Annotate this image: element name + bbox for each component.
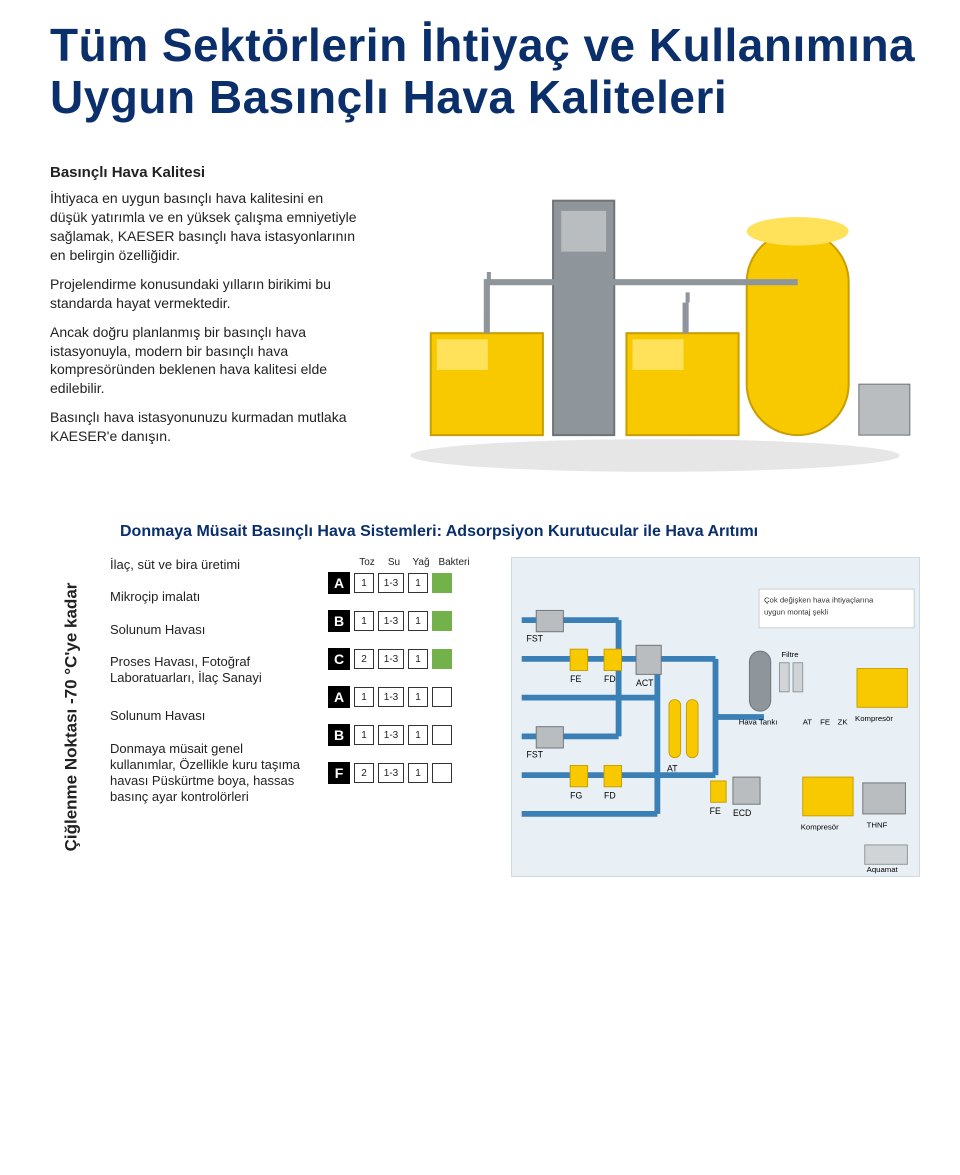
svg-text:FE: FE — [710, 806, 721, 816]
hdr-toz: Toz — [356, 557, 378, 568]
intro-p2: Projelendirme konusundaki yılların birik… — [50, 275, 360, 313]
class-cell: 2 — [354, 649, 374, 669]
svg-text:ECD: ECD — [733, 808, 751, 818]
class-cell: 1 — [408, 725, 428, 745]
class-row-5: F21-31 — [328, 762, 493, 784]
class-cell: 1-3 — [378, 649, 404, 669]
app-row-4: Solunum Havası — [110, 708, 310, 724]
chart-area: Çiğlenme Noktası -70 °C'ye kadar İlaç, s… — [50, 557, 920, 877]
class-cell: 1-3 — [378, 687, 404, 707]
station-svg — [390, 163, 920, 483]
page-headline: Tüm Sektörlerin İhtiyaç ve Kullanımına U… — [50, 20, 920, 123]
svg-text:AT: AT — [667, 763, 678, 773]
svg-text:ACT: ACT — [636, 678, 654, 688]
hdr-su: Su — [380, 557, 408, 568]
class-letter: C — [328, 648, 350, 670]
class-letter: F — [328, 762, 350, 784]
bakteri-cell — [432, 611, 452, 631]
svg-text:AT: AT — [803, 718, 813, 727]
class-cell: 1 — [354, 611, 374, 631]
dewpoint-rotated-label: Çiğlenme Noktası -70 °C'ye kadar — [50, 557, 92, 877]
hdr-yag: Yağ — [410, 557, 432, 568]
purity-class-table: Toz Su Yağ Bakteri A11-31B11-31C21-31A11… — [328, 557, 493, 800]
svg-text:FE: FE — [820, 718, 830, 727]
flow-diagram: Çok değişken hava ihtiyaçlarına uygun mo… — [511, 557, 920, 877]
intro-p1: İhtiyaca en uygun basınçlı hava kalitesi… — [50, 189, 360, 265]
intro-text-column: Basınçlı Hava Kalitesi İhtiyaca en uygun… — [50, 163, 360, 483]
class-cell: 1 — [408, 763, 428, 783]
class-cell: 1-3 — [378, 763, 404, 783]
intro-p4: Basınçlı hava istasyonunuzu kurmadan mut… — [50, 408, 360, 446]
table-headers: Toz Su Yağ Bakteri — [328, 557, 493, 568]
bakteri-cell — [432, 649, 452, 669]
svg-text:uygun montaj şekli: uygun montaj şekli — [764, 607, 828, 616]
intro-p3: Ancak doğru planlanmış bir basınçlı hava… — [50, 323, 360, 399]
application-list: İlaç, süt ve bira üretimi Mikroçip imala… — [110, 557, 310, 806]
class-letter: B — [328, 724, 350, 746]
class-cell: 1 — [408, 649, 428, 669]
flow-diagram-svg: Çok değişken hava ihtiyaçlarına uygun mo… — [512, 558, 919, 876]
svg-text:FE: FE — [570, 674, 581, 684]
bakteri-cell — [432, 573, 452, 593]
class-cell: 1 — [408, 611, 428, 631]
class-row-4: B11-31 — [328, 724, 493, 746]
class-letter: A — [328, 686, 350, 708]
svg-text:Kompresör: Kompresör — [855, 714, 893, 723]
bakteri-cell — [432, 725, 452, 745]
svg-text:FST: FST — [527, 750, 544, 760]
svg-text:THNF: THNF — [867, 821, 888, 830]
app-row-5: Donmaya müsait genel kullanımlar, Özelli… — [110, 741, 310, 806]
app-row-0: İlaç, süt ve bira üretimi — [110, 557, 310, 573]
class-cell: 2 — [354, 763, 374, 783]
class-cell: 1-3 — [378, 725, 404, 745]
class-cell: 1 — [354, 687, 374, 707]
svg-text:Hava Tankı: Hava Tankı — [739, 718, 778, 727]
class-row-0: A11-31 — [328, 572, 493, 594]
compressor-station-illustration — [390, 163, 920, 483]
class-cell: 1 — [408, 573, 428, 593]
app-row-2: Solunum Havası — [110, 622, 310, 638]
class-cell: 1 — [354, 573, 374, 593]
svg-text:FD: FD — [604, 790, 616, 800]
app-row-1: Mikroçip imalatı — [110, 589, 310, 605]
svg-text:Kompresör: Kompresör — [801, 822, 839, 831]
class-row-3: A11-31 — [328, 686, 493, 708]
svg-text:Filtre: Filtre — [781, 650, 798, 659]
dewpoint-rotated-text: Çiğlenme Noktası -70 °C'ye kadar — [61, 583, 81, 852]
bakteri-cell — [432, 763, 452, 783]
section-title: Donmaya Müsait Basınçlı Hava Sistemleri:… — [120, 523, 920, 541]
svg-text:FD: FD — [604, 674, 616, 684]
svg-text:Aquamat: Aquamat — [867, 865, 899, 874]
hdr-bakteri: Bakteri — [434, 557, 474, 568]
svg-text:FST: FST — [527, 633, 544, 643]
class-letter: A — [328, 572, 350, 594]
intro-row: Basınçlı Hava Kalitesi İhtiyaca en uygun… — [50, 163, 920, 483]
svg-text:Çok değişken hava ihtiyaçların: Çok değişken hava ihtiyaçlarına — [764, 596, 874, 605]
class-cell: 1-3 — [378, 611, 404, 631]
app-row-3: Proses Havası, Fotoğraf Laboratuarları, … — [110, 654, 310, 687]
class-cell: 1-3 — [378, 573, 404, 593]
class-cell: 1 — [408, 687, 428, 707]
svg-text:FG: FG — [570, 790, 582, 800]
svg-text:ZK: ZK — [838, 718, 849, 727]
intro-subtitle: Basınçlı Hava Kalitesi — [50, 163, 360, 183]
class-cell: 1 — [354, 725, 374, 745]
class-letter: B — [328, 610, 350, 632]
class-row-2: C21-31 — [328, 648, 493, 670]
bakteri-cell — [432, 687, 452, 707]
class-row-1: B11-31 — [328, 610, 493, 632]
